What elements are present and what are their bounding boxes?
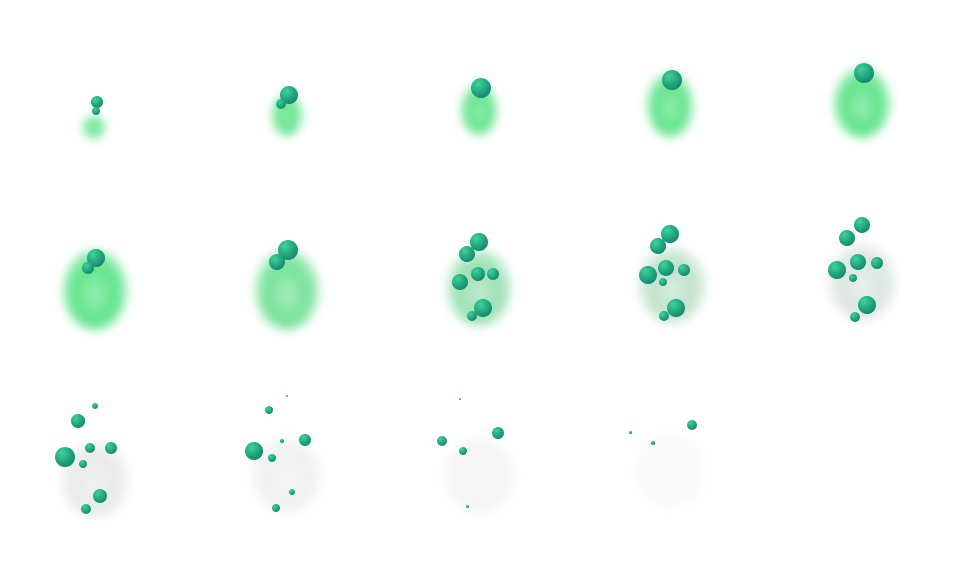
particle-sphere — [92, 107, 100, 115]
particle-sphere — [849, 274, 857, 282]
particle-sphere — [278, 240, 298, 260]
particle-sphere — [272, 504, 280, 512]
particle-sphere — [487, 268, 499, 280]
particle-sphere — [828, 261, 846, 279]
particle-sphere — [854, 217, 870, 233]
particle-sphere — [91, 96, 103, 108]
particle-sphere — [470, 233, 488, 251]
particle-sphere — [667, 299, 685, 317]
smoke-cloud — [634, 432, 706, 508]
particle-sphere — [82, 262, 94, 274]
particle-sphere — [858, 296, 876, 314]
particle-sphere — [85, 443, 95, 453]
particle-sphere — [471, 267, 485, 281]
smoke-cloud — [255, 250, 319, 330]
particle-sphere — [299, 434, 311, 446]
particle-sphere — [639, 266, 657, 284]
particle-sphere — [628, 430, 632, 434]
particle-sphere — [651, 441, 655, 445]
particle-sphere — [79, 460, 87, 468]
particle-sphere — [459, 246, 475, 262]
particle-sphere — [71, 414, 85, 428]
particle-sphere — [280, 439, 284, 443]
particle-sphere — [687, 420, 697, 430]
particle-sphere — [276, 99, 286, 109]
particle-sphere — [850, 254, 866, 270]
particle-sphere — [265, 406, 273, 414]
particle-sphere — [659, 311, 669, 321]
particle-sphere — [854, 63, 874, 83]
particle-sphere — [437, 436, 447, 446]
particle-sphere — [661, 225, 679, 243]
particle-sphere — [452, 274, 468, 290]
particle-sphere — [268, 454, 276, 462]
particle-sphere — [467, 311, 477, 321]
particle-sphere — [492, 427, 504, 439]
particle-sphere — [93, 489, 107, 503]
particle-sphere — [55, 447, 75, 467]
particle-sphere — [459, 447, 467, 455]
smoke-cloud — [252, 437, 322, 513]
particle-sphere — [839, 230, 855, 246]
smoke-cloud — [83, 116, 105, 138]
particle-sphere — [471, 78, 491, 98]
particle-sphere — [269, 254, 285, 270]
particle-sphere — [81, 504, 91, 514]
particle-sphere — [658, 260, 674, 276]
particle-sphere — [662, 70, 682, 90]
particle-sphere — [465, 504, 469, 508]
particle-sphere — [92, 403, 98, 409]
particle-sphere — [245, 442, 263, 460]
smoke-cloud — [443, 437, 515, 513]
particle-sphere — [850, 312, 860, 322]
particle-sphere — [459, 398, 461, 400]
particle-sphere — [105, 442, 117, 454]
particle-sphere — [286, 395, 288, 397]
particle-sphere — [871, 257, 883, 269]
particle-sphere — [678, 264, 690, 276]
particle-sphere — [659, 278, 667, 286]
particle-sphere — [650, 238, 666, 254]
particle-sphere — [474, 299, 492, 317]
particle-sphere — [289, 489, 295, 495]
